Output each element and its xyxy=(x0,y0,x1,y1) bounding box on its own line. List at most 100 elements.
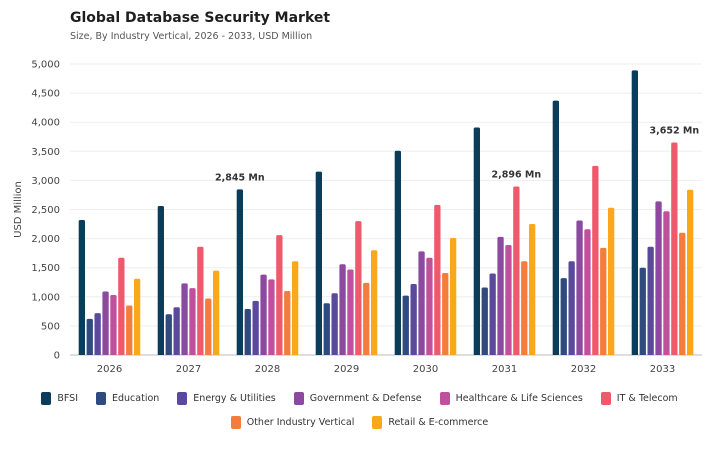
y-tick-label: 500 xyxy=(41,321,60,332)
legend-item: Government & Defense xyxy=(293,392,422,405)
legend-swatch xyxy=(230,416,241,429)
legend-row: Other Industry Vertical Retail & E-commer… xyxy=(0,416,719,429)
bar xyxy=(315,171,322,355)
bar xyxy=(236,189,243,355)
bar xyxy=(529,224,536,355)
legend-row: BFSI Education Energy & Utilities Governmen… xyxy=(0,392,719,405)
bar xyxy=(181,283,188,355)
x-tick-label: 2029 xyxy=(334,364,359,375)
x-tick-label: 2028 xyxy=(255,364,280,375)
bar xyxy=(584,229,591,355)
bar xyxy=(126,305,133,355)
bar xyxy=(197,246,204,355)
legend-swatch xyxy=(96,392,106,405)
legend-swatch xyxy=(177,392,188,405)
bar xyxy=(323,303,330,355)
legend-label: Energy & Utilities xyxy=(193,393,276,404)
bar xyxy=(363,282,370,355)
legend-label: Other Industry Vertical xyxy=(246,417,355,428)
bar xyxy=(450,238,457,355)
bar xyxy=(560,278,567,355)
bar xyxy=(402,295,409,355)
legend-swatch xyxy=(293,392,304,405)
bar xyxy=(631,70,638,355)
y-tick-label: 4,500 xyxy=(31,89,60,100)
bar xyxy=(552,100,559,355)
data-label: 2,896 Mn xyxy=(492,169,542,180)
bar xyxy=(260,274,267,355)
y-tick-label: 1,500 xyxy=(31,263,60,274)
bar xyxy=(252,300,259,355)
bar xyxy=(134,278,141,355)
x-tick-label: 2032 xyxy=(571,364,596,375)
bar xyxy=(663,211,670,355)
y-tick-label: 1,000 xyxy=(31,292,60,303)
bar xyxy=(78,219,85,355)
y-tick-label: 4,000 xyxy=(31,118,60,129)
bar xyxy=(600,247,607,355)
bar xyxy=(189,288,196,355)
bar xyxy=(213,270,220,355)
bar xyxy=(679,232,686,355)
bar xyxy=(608,207,615,355)
bar xyxy=(505,245,512,355)
y-tick-label: 0 xyxy=(54,351,60,362)
bar xyxy=(442,272,449,355)
bar xyxy=(118,257,125,355)
legend-item: Education xyxy=(96,392,159,405)
bar xyxy=(521,261,528,355)
y-tick-label: 3,500 xyxy=(31,147,60,158)
bar xyxy=(331,293,338,355)
bar xyxy=(687,189,694,355)
bar xyxy=(173,307,180,355)
bar xyxy=(244,309,251,355)
x-tick-label: 2031 xyxy=(492,364,517,375)
bar-chart: 0 500 1,000 1,500 2,000 2,500 3,000 3,500 4,000 4… xyxy=(13,60,702,375)
x-tick-label: 2033 xyxy=(650,364,675,375)
bar xyxy=(655,201,662,355)
bar xyxy=(355,221,362,355)
legend-swatch xyxy=(41,392,52,405)
bar xyxy=(347,269,354,355)
y-axis-label: USD Million xyxy=(13,181,24,238)
legend-swatch xyxy=(372,416,383,429)
bar xyxy=(276,235,283,355)
legend-item: BFSI xyxy=(41,392,78,405)
legend-label: Government & Defense xyxy=(309,393,422,404)
legend-swatch xyxy=(439,392,450,405)
bar xyxy=(110,295,117,355)
legend-item: Other Industry Vertical xyxy=(230,416,355,429)
bar xyxy=(268,279,275,355)
bar xyxy=(284,290,291,355)
bar xyxy=(339,264,346,355)
bar xyxy=(568,261,575,355)
bar xyxy=(639,267,646,355)
bar xyxy=(157,206,164,355)
bar xyxy=(434,204,441,355)
chart-title: Global Database Security Market xyxy=(70,10,331,26)
y-tick-label: 2,000 xyxy=(31,234,60,245)
legend-label: Education xyxy=(112,393,160,404)
x-tick-label: 2030 xyxy=(413,364,438,375)
legend-label: Retail & E-commerce xyxy=(388,417,489,428)
chart-legend: BFSI Education Energy & Utilities Governmen… xyxy=(0,392,719,440)
bar xyxy=(371,250,378,355)
bar xyxy=(473,127,480,355)
bar xyxy=(489,273,496,355)
bar xyxy=(513,186,520,355)
bar xyxy=(410,283,417,355)
bar xyxy=(94,313,101,355)
legend-item: Retail & E-commerce xyxy=(372,416,488,429)
legend-label: IT & Telecom xyxy=(616,393,678,404)
y-tick-label: 5,000 xyxy=(31,60,60,71)
bar xyxy=(394,150,401,355)
bar xyxy=(102,291,109,355)
legend-item: Healthcare & Life Sciences xyxy=(439,392,583,405)
bar xyxy=(292,261,299,355)
bar xyxy=(426,257,433,355)
legend-label: BFSI xyxy=(57,393,78,404)
data-label: 3,652 Mn xyxy=(650,125,700,136)
bar xyxy=(86,318,93,355)
y-tick-label: 3,000 xyxy=(31,176,60,187)
bar xyxy=(671,142,678,355)
